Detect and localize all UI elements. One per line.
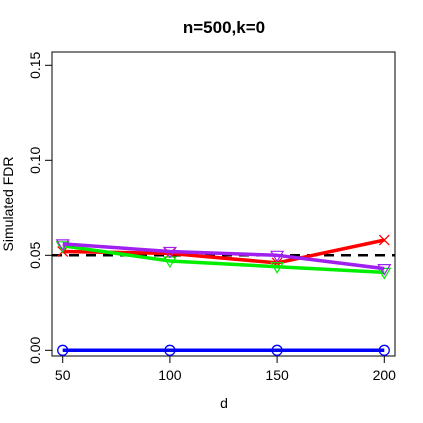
data-point [270, 262, 285, 274]
chart-title: n=500,k=0 [183, 18, 265, 37]
data-point [378, 234, 390, 246]
data-point [271, 344, 283, 356]
y-axis-label: Simulated FDR [0, 157, 16, 252]
series-line [62, 244, 385, 275]
data-point [55, 239, 70, 252]
data-point [55, 241, 70, 253]
x-tick-label: 50 [55, 367, 71, 383]
data-point [57, 344, 69, 356]
series-line [62, 242, 385, 271]
series-3 [57, 344, 390, 356]
plot-frame [51, 51, 396, 357]
axis-layer: 50 100 150 200 0.00 0.05 0.10 0.15 [27, 51, 396, 383]
x-axis-label: d [220, 395, 228, 411]
y-tick-label: 0.05 [27, 241, 43, 268]
x-tick-label: 100 [158, 367, 182, 383]
series-2 [55, 239, 392, 276]
data-point [378, 344, 390, 356]
data-point [162, 246, 177, 259]
y-tick-label: 0.10 [27, 146, 43, 173]
x-tick-label: 150 [265, 367, 289, 383]
data-point [377, 264, 392, 276]
y-tick-label: 0.15 [27, 51, 43, 78]
x-tick-label: 200 [373, 367, 397, 383]
series-layer [55, 234, 392, 356]
data-point [270, 250, 285, 263]
y-tick-label: 0.00 [27, 336, 43, 363]
data-point [164, 344, 176, 356]
